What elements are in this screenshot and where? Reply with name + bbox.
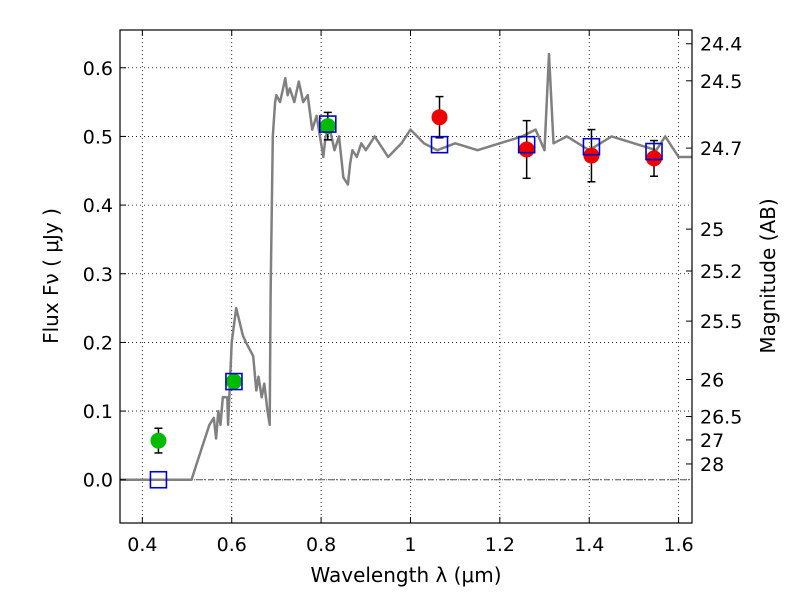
model-point <box>225 372 243 391</box>
right-axis-label: Magnitude (AB) <box>756 198 780 353</box>
y-tick-label: 0.2 <box>83 332 113 354</box>
photometry-points <box>149 109 663 489</box>
right-tick-label: 24.7 <box>700 138 742 160</box>
x-tick-label: 0.6 <box>217 534 247 556</box>
x-axis-label: Wavelength λ (μm) <box>310 563 501 587</box>
right-tick-label: 25 <box>700 219 724 241</box>
data-point <box>150 432 167 449</box>
right-tick-label: 25.5 <box>700 311 742 333</box>
data-point <box>319 118 336 135</box>
y-tick-label: 0.1 <box>83 401 113 423</box>
x-tick-label: 1 <box>404 534 416 556</box>
x-axis-ticks: 0.4 0.6 0.8 1 1.2 1.4 1.6 <box>127 30 694 556</box>
right-tick-label: 28 <box>700 454 724 476</box>
data-point <box>225 373 242 390</box>
y-tick-label: 0.0 <box>83 470 113 492</box>
model-point <box>430 135 449 154</box>
right-tick-label: 26 <box>700 369 724 391</box>
plot-frame <box>119 29 693 524</box>
model-point <box>318 115 337 133</box>
data-point <box>646 150 663 167</box>
y-axis-ticks: 0.0 0.1 0.2 0.3 0.4 0.5 0.6 <box>83 58 126 492</box>
x-tick-label: 1.2 <box>485 534 515 556</box>
model-point <box>582 137 601 156</box>
right-tick-label: 24.4 <box>700 34 742 56</box>
spectrum-series <box>120 52 692 481</box>
data-point <box>518 141 535 158</box>
y-tick-label: 0.3 <box>83 264 113 286</box>
y-tick-label: 0.5 <box>83 126 113 148</box>
right-tick-label: 25.2 <box>700 261 742 283</box>
x-tick-label: 0.8 <box>306 534 336 556</box>
x-tick-label: 1.6 <box>663 534 693 556</box>
spectrum-line <box>120 52 692 481</box>
y-axis-label: Flux Fν ( μJy ) <box>39 208 63 344</box>
right-tick-label: 27 <box>700 430 724 452</box>
y-tick-label: 0.6 <box>83 58 113 80</box>
right-tick-label: 24.5 <box>700 71 742 93</box>
y-tick-label: 0.4 <box>83 195 113 217</box>
right-tick-label: 26.5 <box>700 407 742 429</box>
model-point <box>149 470 168 489</box>
model-point <box>517 135 536 154</box>
data-point <box>431 109 448 126</box>
data-point <box>583 147 600 164</box>
model-point <box>645 142 663 161</box>
x-tick-label: 1.4 <box>574 534 604 556</box>
grid <box>120 30 692 523</box>
x-tick-label: 0.4 <box>127 534 157 556</box>
